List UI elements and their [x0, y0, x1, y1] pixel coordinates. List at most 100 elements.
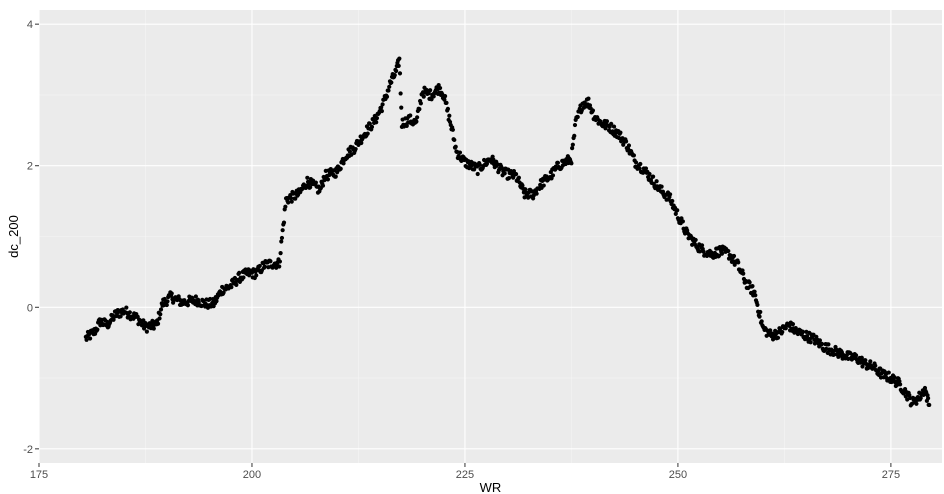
data-point: [454, 145, 458, 149]
data-point: [760, 319, 764, 323]
data-point: [128, 310, 132, 314]
data-point: [753, 293, 757, 297]
data-point: [478, 163, 482, 167]
data-point: [458, 150, 462, 154]
data-point: [397, 64, 401, 68]
x-tick-label: 225: [456, 469, 474, 481]
data-point: [428, 88, 432, 92]
data-point: [88, 336, 92, 340]
data-point: [165, 299, 169, 303]
data-point: [234, 283, 238, 287]
data-point: [156, 322, 160, 326]
data-point: [279, 251, 283, 255]
data-point: [586, 97, 590, 101]
data-point: [339, 167, 343, 171]
data-point: [414, 120, 418, 124]
y-axis: -2024: [23, 19, 39, 456]
data-point: [387, 85, 391, 89]
data-point: [286, 200, 290, 204]
data-point: [282, 221, 286, 225]
data-point: [638, 162, 642, 166]
data-point: [758, 310, 762, 314]
data-point: [668, 192, 672, 196]
data-point: [748, 280, 752, 284]
data-point: [854, 353, 858, 357]
data-point: [419, 101, 423, 105]
data-point: [694, 238, 698, 242]
data-point: [443, 94, 447, 98]
data-point: [659, 184, 663, 188]
data-point: [366, 131, 370, 135]
data-point: [254, 273, 258, 277]
data-point: [370, 125, 374, 129]
data-point: [720, 252, 724, 256]
x-axis-title: WR: [480, 480, 502, 494]
data-point: [359, 141, 363, 145]
data-point: [624, 139, 628, 143]
data-point: [398, 71, 402, 75]
data-point: [279, 239, 283, 243]
data-point: [451, 128, 455, 132]
data-point: [868, 359, 872, 363]
data-point: [354, 147, 358, 151]
data-point: [399, 91, 403, 95]
data-point: [892, 375, 896, 379]
data-point: [229, 285, 233, 289]
data-point: [618, 130, 622, 134]
data-point: [752, 290, 756, 294]
data-point: [214, 299, 218, 303]
data-point: [755, 303, 759, 307]
data-point: [572, 134, 576, 138]
data-point: [898, 382, 902, 386]
data-point: [334, 175, 338, 179]
data-point: [571, 143, 575, 147]
data-point: [263, 264, 267, 268]
data-point: [873, 364, 877, 368]
y-tick-label: -2: [23, 444, 33, 456]
data-point: [452, 138, 456, 142]
data-point: [278, 259, 282, 263]
data-point: [926, 396, 930, 400]
x-tick-label: 250: [669, 469, 687, 481]
data-point: [281, 228, 285, 232]
data-point: [736, 260, 740, 264]
data-point: [569, 161, 573, 165]
data-point: [393, 73, 397, 77]
data-point: [380, 102, 384, 106]
data-point: [268, 259, 272, 263]
data-point: [681, 219, 685, 223]
data-point: [447, 114, 451, 118]
data-point: [241, 275, 245, 279]
data-point: [438, 86, 442, 90]
data-point: [157, 316, 161, 320]
y-axis-title: dc_200: [6, 215, 21, 258]
data-point: [152, 326, 156, 330]
data-point: [145, 330, 149, 334]
data-point: [290, 200, 294, 204]
data-point: [927, 403, 931, 407]
data-point: [670, 199, 674, 203]
data-point: [321, 184, 325, 188]
data-point: [591, 108, 595, 112]
x-tick-label: 200: [243, 469, 261, 481]
data-point: [95, 328, 99, 332]
data-point: [576, 115, 580, 119]
data-point: [408, 113, 412, 117]
data-point: [514, 172, 518, 176]
data-point: [750, 284, 754, 288]
data-point: [283, 205, 287, 209]
data-point: [700, 243, 704, 247]
data-point: [124, 306, 128, 310]
data-point: [186, 303, 190, 307]
data-point: [542, 183, 546, 187]
data-point: [417, 107, 421, 111]
data-point: [726, 249, 730, 253]
data-point: [741, 272, 745, 276]
x-tick-label: 175: [30, 469, 48, 481]
data-point: [277, 264, 281, 268]
data-point: [389, 80, 393, 84]
data-point: [289, 196, 293, 200]
x-axis: 175 200 225 250 275: [30, 463, 900, 481]
data-point: [776, 336, 780, 340]
